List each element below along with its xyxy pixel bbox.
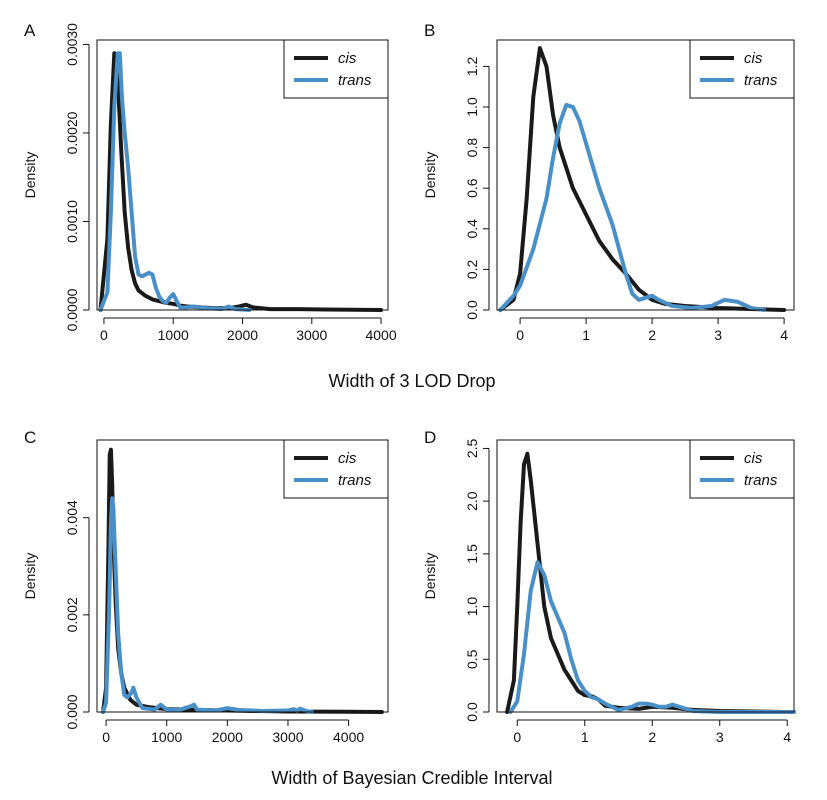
legend-label-trans: trans bbox=[338, 72, 372, 89]
y-tick-label: 0.0030 bbox=[64, 23, 80, 66]
x-tick-label: 0 bbox=[513, 729, 521, 745]
y-tick-label: 0.0 bbox=[464, 300, 480, 320]
y-tick-label: 1.0 bbox=[464, 597, 480, 617]
legend-label-cis: cis bbox=[744, 450, 763, 467]
legend-label-trans: trans bbox=[744, 72, 778, 89]
y-tick-label: 2.5 bbox=[464, 438, 480, 458]
x-tick-label: 1000 bbox=[151, 729, 182, 745]
legend-box bbox=[283, 439, 389, 499]
y-tick-label: 0.0020 bbox=[64, 111, 80, 154]
x-tick-label: 1 bbox=[582, 327, 590, 343]
y-tick-label: 0.0 bbox=[464, 702, 480, 722]
x-tick-label: 4000 bbox=[333, 729, 364, 745]
x-tick-label: 1000 bbox=[158, 327, 189, 343]
y-tick-label: 0.004 bbox=[64, 500, 80, 535]
x-tick-label: 2 bbox=[648, 729, 656, 745]
series-line-trans bbox=[98, 51, 252, 312]
legend-box bbox=[689, 39, 795, 99]
x-tick-label: 3 bbox=[714, 327, 722, 343]
panel-letter: C bbox=[24, 428, 36, 447]
x-tick-label: 4000 bbox=[365, 327, 396, 343]
y-axis-label: Density bbox=[22, 152, 38, 199]
y-axis-label: Density bbox=[422, 553, 438, 600]
x-tick-label: 0 bbox=[100, 327, 108, 343]
y-tick-label: 0.2 bbox=[464, 259, 480, 279]
plot-frame bbox=[496, 39, 795, 311]
shared-xlabel-top: Width of 3 LOD Drop bbox=[328, 371, 495, 391]
x-tick-label: 3000 bbox=[296, 327, 327, 343]
legend-label-cis: cis bbox=[744, 50, 763, 67]
x-tick-label: 1 bbox=[581, 729, 589, 745]
legend-label-cis: cis bbox=[338, 450, 357, 467]
legend-label-cis: cis bbox=[338, 50, 357, 67]
panels: A0 1000 2000 3000 40000.00000.00100.00200.00… bbox=[22, 21, 796, 745]
y-axis-label: Density bbox=[422, 152, 438, 199]
series-line-trans bbox=[508, 560, 796, 714]
series-line-trans bbox=[101, 496, 315, 714]
x-tick-label: 2 bbox=[648, 327, 656, 343]
plot-frame bbox=[96, 439, 389, 713]
panel-letter: B bbox=[424, 21, 435, 40]
legend-box bbox=[283, 39, 389, 99]
plot-frame bbox=[496, 439, 795, 713]
x-tick-label: 0 bbox=[516, 327, 524, 343]
panel-letter: D bbox=[424, 428, 436, 447]
y-tick-label: 1.2 bbox=[464, 56, 480, 76]
panel-c: C 0 1000 2000 3000 4000 0.000 0.002 0.004 Density… bbox=[22, 428, 389, 745]
legend: cis trans bbox=[283, 439, 389, 499]
y-tick-label: 2.0 bbox=[464, 491, 480, 511]
x-tick-label: 4 bbox=[783, 729, 791, 745]
x-tick-label: 4 bbox=[780, 327, 788, 343]
y-tick-label: 0.6 bbox=[464, 178, 480, 198]
legend-label-trans: trans bbox=[338, 472, 372, 489]
panel-letter: A bbox=[24, 21, 36, 40]
legend: cis trans bbox=[283, 39, 389, 99]
y-tick-label: 0.4 bbox=[464, 219, 480, 239]
y-tick-label: 1.0 bbox=[464, 97, 480, 117]
x-tick-label: 0 bbox=[102, 729, 110, 745]
panel-d: D 0 1 2 3 4 0.0 0.5 1.0 1.5 2.0 2.5 Density cis trans bbox=[422, 428, 796, 745]
panel-a: A 0 1000 2000 3000 4000 0.0000 0.0010 0.0020 0.00… bbox=[22, 21, 397, 343]
x-tick-label: 3000 bbox=[272, 729, 303, 745]
y-tick-label: 0.8 bbox=[464, 138, 480, 158]
legend: cis trans bbox=[689, 439, 795, 499]
y-tick-label: 0.0000 bbox=[64, 288, 80, 331]
panel-b: B 0 1 2 3 4 0.0 0.2 0.4 0.6 0.8 1.0 1.2 Density cis tra… bbox=[422, 21, 795, 343]
y-tick-label: 0.000 bbox=[64, 694, 80, 729]
x-tick-label: 3 bbox=[716, 729, 724, 745]
legend-label-trans: trans bbox=[744, 472, 778, 489]
series-line-trans bbox=[498, 102, 767, 312]
x-tick-label: 2000 bbox=[227, 327, 258, 343]
y-tick-label: 0.0010 bbox=[64, 200, 80, 243]
legend: cis trans bbox=[689, 39, 795, 99]
y-axis-label: Density bbox=[22, 553, 38, 600]
y-tick-label: 0.002 bbox=[64, 597, 80, 632]
x-tick-label: 2000 bbox=[212, 729, 243, 745]
plot-frame bbox=[96, 39, 389, 311]
y-tick-label: 0.5 bbox=[464, 649, 480, 669]
y-tick-label: 1.5 bbox=[464, 544, 480, 564]
legend-box bbox=[689, 439, 795, 499]
shared-xlabel-bottom: Width of Bayesian Credible Interval bbox=[271, 768, 552, 788]
